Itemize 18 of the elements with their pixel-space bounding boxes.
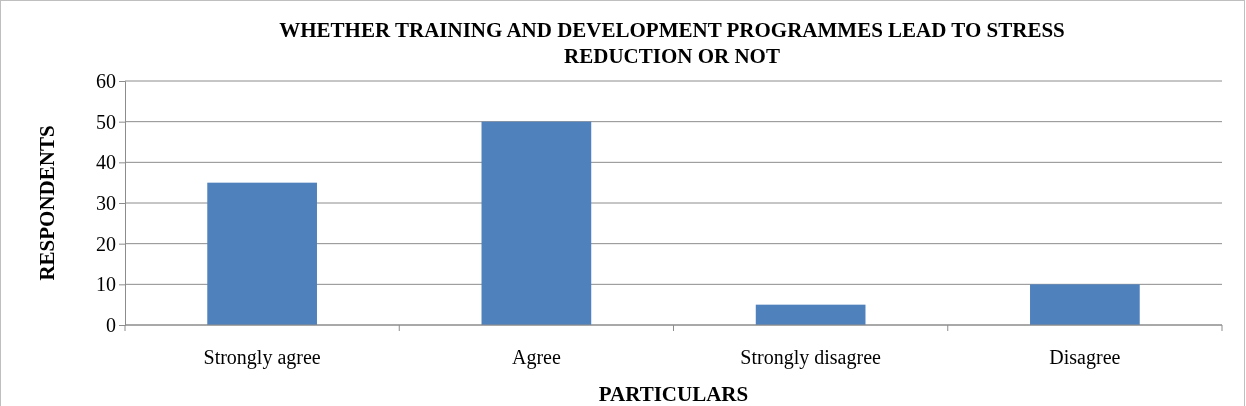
x-tick-label: Disagree [1049, 346, 1121, 369]
bar [481, 121, 592, 325]
y-tick-label: 50 [96, 110, 116, 133]
y-tick-label: 10 [96, 273, 116, 296]
y-tick-label: 40 [96, 151, 116, 174]
y-tick-label: 20 [96, 232, 116, 255]
chart-title: WHETHER TRAINING AND DEVELOPMENT PROGRAMMES LEAD TO STRESS REDUCTION OR NOT [279, 18, 1065, 68]
x-tick-label: Agree [511, 346, 561, 369]
x-axis-title: PARTICULARS [598, 382, 749, 406]
x-tick-label: Strongly disagree [740, 346, 882, 369]
bar [207, 182, 317, 325]
x-tick-label: Strongly agree [203, 346, 321, 369]
bar [755, 304, 866, 325]
y-tick-label: 30 [96, 191, 116, 214]
y-tick-label: 60 [96, 69, 116, 92]
y-tick-label: 0 [106, 313, 116, 336]
y-axis-title: RESPONDENTS [35, 125, 59, 281]
bar [1030, 284, 1140, 325]
